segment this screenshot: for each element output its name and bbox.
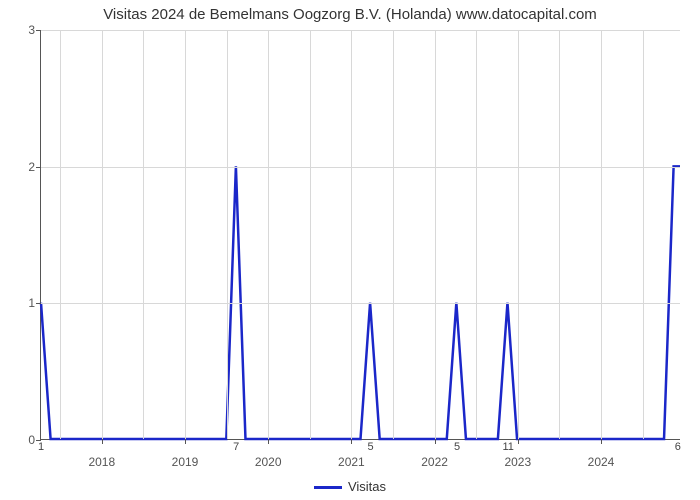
gridline-v [60, 30, 61, 439]
x-tick-label: 2019 [172, 439, 199, 469]
chart-title: Visitas 2024 de Bemelmans Oogzorg B.V. (… [0, 0, 700, 27]
legend-label: Visitas [348, 479, 386, 494]
gridline-v [435, 30, 436, 439]
data-value-label: 7 [233, 439, 239, 453]
gridline-h [41, 30, 680, 31]
gridline-h [41, 303, 680, 304]
y-tick-label: 3 [28, 23, 41, 37]
x-tick-label: 2024 [588, 439, 615, 469]
gridline-v [393, 30, 394, 439]
x-tick-label: 2021 [338, 439, 365, 469]
chart-container: Visitas 2024 de Bemelmans Oogzorg B.V. (… [0, 0, 700, 500]
data-value-label: 5 [454, 439, 460, 453]
x-tick-label: 2022 [421, 439, 448, 469]
gridline-v [476, 30, 477, 439]
y-tick-label: 2 [28, 160, 41, 174]
legend-swatch [314, 486, 342, 489]
gridline-v [310, 30, 311, 439]
legend: Visitas [0, 479, 700, 494]
x-tick-label: 2020 [255, 439, 282, 469]
data-value-label: 11 [502, 439, 513, 453]
gridline-v [518, 30, 519, 439]
gridline-v [601, 30, 602, 439]
gridline-v [268, 30, 269, 439]
y-tick-label: 1 [28, 296, 41, 310]
plot-area: 012320182019202020212022202320241755116 [40, 30, 680, 440]
data-value-label: 1 [38, 439, 44, 453]
gridline-h [41, 167, 680, 168]
gridline-v [102, 30, 103, 439]
gridline-v [643, 30, 644, 439]
x-tick-label: 2018 [88, 439, 115, 469]
gridline-v [351, 30, 352, 439]
data-value-label: 6 [675, 439, 681, 453]
gridline-v [559, 30, 560, 439]
line-series [41, 30, 680, 439]
data-value-label: 5 [368, 439, 374, 453]
gridline-v [227, 30, 228, 439]
gridline-v [185, 30, 186, 439]
gridline-v [143, 30, 144, 439]
